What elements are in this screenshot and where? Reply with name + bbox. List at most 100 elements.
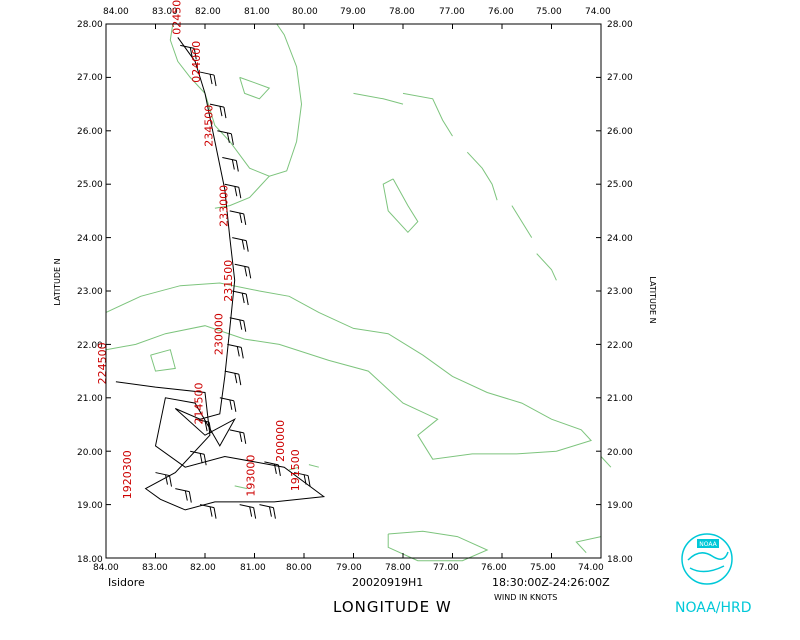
lat-tick: 25.00	[77, 180, 103, 190]
wind-barb-flag	[238, 187, 242, 199]
left-latitude-ticks: 28.00 27.00 26.00 25.00 24.00 23.00 22.0…	[77, 20, 103, 565]
flight-track-layer	[115, 37, 326, 511]
wind-barb	[199, 504, 217, 519]
wind-barb-flag	[231, 159, 235, 170]
time-label: 230000	[212, 313, 225, 355]
wind-barb-flag	[219, 106, 223, 117]
wind-barb-flag	[245, 240, 249, 252]
y-axis-label-right: LATITUDE N	[648, 276, 657, 323]
wind-barb-shaft	[232, 290, 247, 295]
lat-tick: 27.00	[607, 73, 633, 83]
coastline	[382, 178, 419, 234]
lat-tick: 28.00	[77, 20, 103, 30]
wind-barb-flag	[239, 319, 243, 330]
flight-track	[115, 37, 326, 511]
coastline	[387, 530, 489, 562]
lon-tick: 79.00	[340, 7, 366, 17]
wind-barb-flag	[239, 212, 243, 223]
noaa-logo: NOAA NOAA/HRD	[675, 533, 752, 616]
lon-tick: 76.00	[481, 563, 507, 573]
wind-barb-layer	[155, 44, 311, 519]
lon-tick: 76.00	[488, 7, 514, 17]
coastline	[402, 92, 453, 137]
wind-barb-shaft	[229, 210, 244, 215]
coastline	[239, 76, 271, 100]
wind-barb	[229, 210, 247, 225]
wind-barb-shaft	[259, 504, 274, 509]
time-label: 231500	[222, 260, 235, 302]
wind-barb-flag	[203, 454, 207, 466]
wind-barb-flag	[240, 347, 244, 359]
flight-id: 20020919H1	[352, 576, 423, 589]
wind-barb-shaft	[224, 183, 239, 188]
wind-barb-flag	[307, 475, 311, 487]
y-axis-label-left: LATITUDE N	[53, 258, 62, 305]
noaa-bird-icon	[687, 551, 729, 561]
wind-barb-flag	[189, 47, 193, 58]
coastline-layer	[105, 23, 612, 562]
wind-barb-flag	[204, 421, 208, 432]
coastline	[105, 282, 593, 460]
wind-barb-flag	[188, 491, 192, 503]
lat-tick: 19.00	[607, 501, 633, 511]
wind-barb-shaft	[217, 130, 232, 135]
wind-barb	[180, 44, 197, 60]
noaa-hrd-label: NOAA/HRD	[675, 600, 752, 616]
time-label: 193000	[245, 455, 258, 497]
wind-barb-flag	[229, 399, 233, 410]
lon-tick: 78.00	[385, 563, 411, 573]
map-frame	[105, 23, 602, 559]
wind-barb	[217, 130, 234, 145]
wind-units: WIND IN KNOTS	[494, 593, 557, 602]
noaa-wave-icon	[689, 565, 725, 573]
wind-barb-flag	[241, 239, 245, 250]
lat-tick: 20.00	[607, 448, 633, 458]
time-label: 233000	[217, 185, 230, 227]
coastline	[353, 92, 404, 105]
wind-barb-flag	[223, 107, 227, 119]
wind-barb	[232, 237, 249, 252]
wind-barb-flag	[234, 186, 238, 197]
noaa-logo-ring	[681, 533, 733, 585]
wind-barb	[224, 370, 242, 386]
wind-barb-shaft	[224, 370, 239, 375]
wind-barb-flag	[213, 507, 217, 519]
wind-barb-flag	[239, 431, 243, 442]
wind-barb	[234, 263, 252, 279]
storm-name: Isidore	[108, 576, 145, 589]
wind-barb-flag	[226, 132, 230, 143]
lon-tick: 75.00	[530, 563, 556, 573]
lat-tick: 24.00	[607, 234, 633, 244]
wind-barb-flag	[209, 73, 213, 85]
wind-barb-shaft	[175, 488, 190, 493]
wind-barb-flag	[235, 160, 239, 172]
lat-tick: 21.00	[77, 394, 103, 404]
coastline	[511, 205, 533, 238]
right-latitude-ticks: 28.00 27.00 26.00 25.00 24.00 23.00 22.0…	[607, 20, 633, 565]
wind-barb	[219, 397, 237, 412]
wind-barb-flag	[165, 474, 168, 485]
wind-barb-flag	[268, 506, 272, 517]
lat-tick: 21.00	[607, 394, 633, 404]
wind-barb	[227, 343, 244, 359]
lon-tick: 82.00	[190, 563, 216, 573]
lat-tick: 24.00	[77, 234, 103, 244]
wind-barb-shaft	[190, 450, 205, 455]
lat-tick: 26.00	[607, 127, 633, 137]
coastline	[289, 466, 300, 471]
noaa-badge	[697, 539, 719, 548]
wind-barb-flag	[248, 267, 252, 279]
lat-tick: 18.00	[77, 555, 103, 565]
wind-barb-flag	[199, 453, 203, 464]
wind-barb-flag	[213, 74, 217, 87]
wind-barb-flag	[230, 133, 234, 145]
time-label-layer: 024500 024000 234500 233000 231500 230000 2245…	[96, 0, 302, 499]
wind-barb	[199, 71, 217, 87]
wind-barb-shaft	[232, 237, 247, 242]
lon-tick: 80.00	[286, 563, 312, 573]
wind-barb	[190, 450, 207, 466]
lat-tick: 22.00	[607, 341, 633, 351]
wind-barb-flag	[272, 507, 276, 519]
wind-barb-shaft	[293, 472, 309, 477]
